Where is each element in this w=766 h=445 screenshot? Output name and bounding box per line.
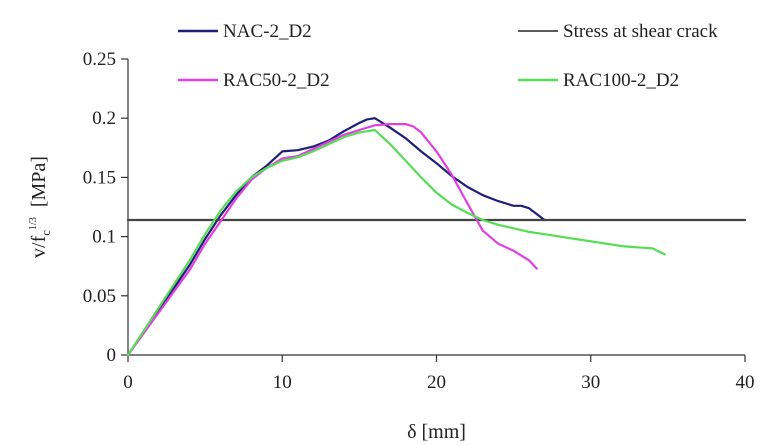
legend: NAC-2_D2 Stress at shear crack RAC50-2_D2 R…	[178, 21, 718, 91]
legend-label-rac100-2-d2: RAC100-2_D2	[563, 70, 679, 91]
y-axis-label-main: v/f	[28, 235, 50, 258]
axes	[127, 59, 745, 356]
x-tick-label: 40	[736, 372, 755, 393]
series-group	[126, 117, 747, 357]
y-tick-label: 0.2	[92, 108, 116, 129]
x-tick-label: 0	[123, 372, 133, 393]
y-axis-label-superscript: 1/3	[28, 217, 39, 230]
x-tick-label: 20	[427, 372, 446, 393]
legend-label-stress-at-shear-crack: Stress at shear crack	[563, 21, 718, 42]
series-line-rac50-2-d2	[126, 122, 538, 357]
series-line-rac100-2-d2	[126, 128, 666, 357]
legend-label-rac50-2-d2: RAC50-2_D2	[223, 70, 330, 91]
legend-label-nac-2-d2: NAC-2_D2	[223, 21, 312, 42]
x-tick-label: 10	[273, 372, 292, 393]
y-tick-label: 0.05	[83, 286, 116, 307]
x-tick-label: 30	[581, 372, 600, 393]
y-tick-label: 0.1	[92, 227, 116, 248]
y-tick-label: 0.15	[83, 167, 116, 188]
y-tick-label: 0.25	[83, 49, 116, 70]
y-axis-label-subscript: c	[38, 230, 53, 236]
ticks: 0 10 20 30 40 0 0.05 0.1 0.15 0.2 0.25	[83, 49, 755, 393]
x-axis-label: δ [mm]	[407, 421, 466, 443]
y-tick-label: 0	[107, 345, 117, 366]
y-axis-label: v/fc1/3 [MPa]	[28, 156, 53, 258]
series-line-nac-2-d2	[126, 117, 546, 357]
y-axis-label-unit: [MPa]	[28, 156, 50, 207]
